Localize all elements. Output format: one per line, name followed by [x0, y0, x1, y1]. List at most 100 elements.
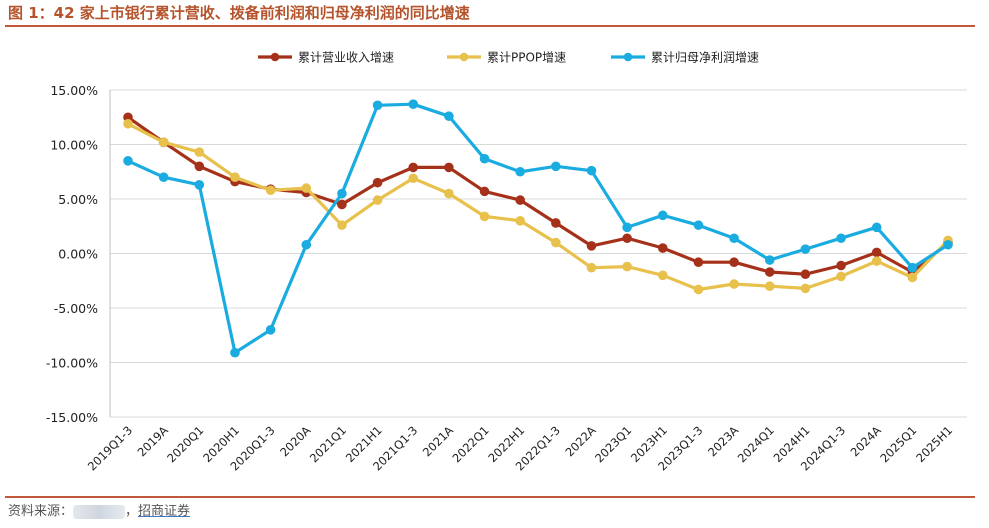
series-line [127, 115, 950, 276]
legend-label: 累计PPOP增速 [487, 51, 566, 65]
data-point [123, 156, 133, 166]
data-point [871, 247, 882, 258]
data-point [408, 99, 419, 109]
source-suffix: ， [125, 504, 139, 519]
legend-swatch-marker [270, 52, 280, 62]
data-point [907, 272, 918, 283]
data-point [479, 186, 490, 197]
data-point [479, 153, 490, 164]
data-point [515, 195, 525, 205]
data-point [194, 180, 205, 190]
data-point [764, 281, 775, 292]
legend-item: 累计归母净利润增速 [611, 51, 759, 65]
data-point [337, 188, 347, 199]
x-tick-label: 2023Q1 [592, 423, 634, 465]
data-point [693, 257, 704, 268]
series-累计PPOP增速 [123, 118, 953, 295]
data-point [301, 183, 312, 193]
data-point [372, 100, 383, 111]
data-point [800, 244, 811, 254]
title-divider [5, 25, 975, 27]
data-point [479, 211, 490, 222]
data-point [444, 188, 454, 199]
series-累计归母净利润增速 [123, 99, 953, 358]
source-note: 资料来源： ，招商证券 [8, 500, 190, 519]
data-point [551, 218, 561, 228]
data-point [729, 233, 739, 244]
data-point [622, 222, 632, 233]
data-point [729, 257, 739, 268]
data-point [657, 243, 668, 253]
data-point [158, 137, 169, 148]
data-point [729, 279, 739, 289]
data-point [871, 222, 882, 233]
legend-item: 累计PPOP增速 [447, 51, 566, 65]
legend: 累计营业收入增速 累计PPOP增速 累计归母净利润增速 [258, 51, 759, 65]
x-tick-label: 2025H1 [913, 423, 955, 465]
data-point [836, 233, 846, 244]
y-tick-label: -10.00% [46, 356, 98, 371]
data-point [444, 111, 454, 121]
data-point [871, 256, 882, 266]
data-point [693, 220, 704, 230]
data-point [836, 271, 846, 282]
data-point [372, 177, 383, 188]
data-point [836, 260, 846, 271]
data-point [693, 284, 704, 295]
data-point [230, 347, 240, 358]
y-tick-label: 5.00% [58, 192, 98, 207]
x-tick-label: 2022Q1 [449, 423, 491, 465]
figure-title: 图 1：42 家上市银行累计营收、拨备前利润和归母净利润的同比增速 [8, 4, 470, 22]
data-point [408, 173, 419, 184]
y-tick-label: -5.00% [54, 301, 98, 316]
data-point [265, 325, 276, 335]
y-tick-label: -15.00% [46, 410, 98, 425]
series-line [127, 122, 950, 292]
data-point [194, 161, 205, 172]
data-point [622, 233, 632, 244]
series-lines [123, 99, 953, 358]
data-point [657, 210, 668, 221]
data-point [764, 267, 775, 277]
x-tick-label: 2020Q1 [164, 423, 206, 465]
data-point [337, 199, 347, 210]
x-tick-label: 2019Q1-3 [85, 423, 135, 473]
data-point [515, 216, 525, 226]
data-point [943, 239, 953, 250]
source-broker: 招商证券 [138, 504, 191, 519]
y-tick-label: 10.00% [50, 138, 98, 153]
legend-label: 累计归母净利润增速 [651, 51, 759, 65]
data-point [907, 262, 918, 273]
y-tick-label: 15.00% [50, 83, 98, 98]
data-point [337, 220, 347, 230]
redacted-source [73, 504, 126, 519]
data-point [551, 237, 561, 248]
data-point [158, 172, 169, 182]
line-chart: 15.00% 10.00% 5.00% 0.00% -5.00% -10.00% -15.0… [46, 51, 967, 474]
footer-divider [5, 496, 975, 498]
data-point [372, 195, 383, 205]
x-tick-label: 2025Q1 [877, 423, 919, 465]
x-tick-label: 2024Q1 [735, 423, 777, 465]
data-point [764, 255, 775, 265]
data-point [586, 241, 597, 251]
data-point [265, 185, 276, 196]
data-point [230, 172, 240, 182]
data-point [515, 166, 525, 177]
x-tick-label: 2021Q1 [307, 423, 349, 465]
source-prefix: 资料来源： [8, 504, 74, 519]
data-point [586, 262, 597, 273]
y-tick-label: 0.00% [58, 247, 98, 262]
legend-swatch-marker [459, 52, 469, 62]
data-point [123, 118, 133, 129]
data-point [301, 239, 312, 250]
series-line [127, 102, 949, 355]
data-point [194, 147, 205, 157]
legend-item: 累计营业收入增速 [258, 51, 394, 65]
grid-lines [110, 89, 967, 418]
data-point [657, 270, 668, 281]
y-axis: 15.00% 10.00% 5.00% 0.00% -5.00% -10.00% -15.0… [46, 83, 111, 425]
legend-swatch-marker [623, 52, 633, 62]
data-point [586, 165, 597, 176]
